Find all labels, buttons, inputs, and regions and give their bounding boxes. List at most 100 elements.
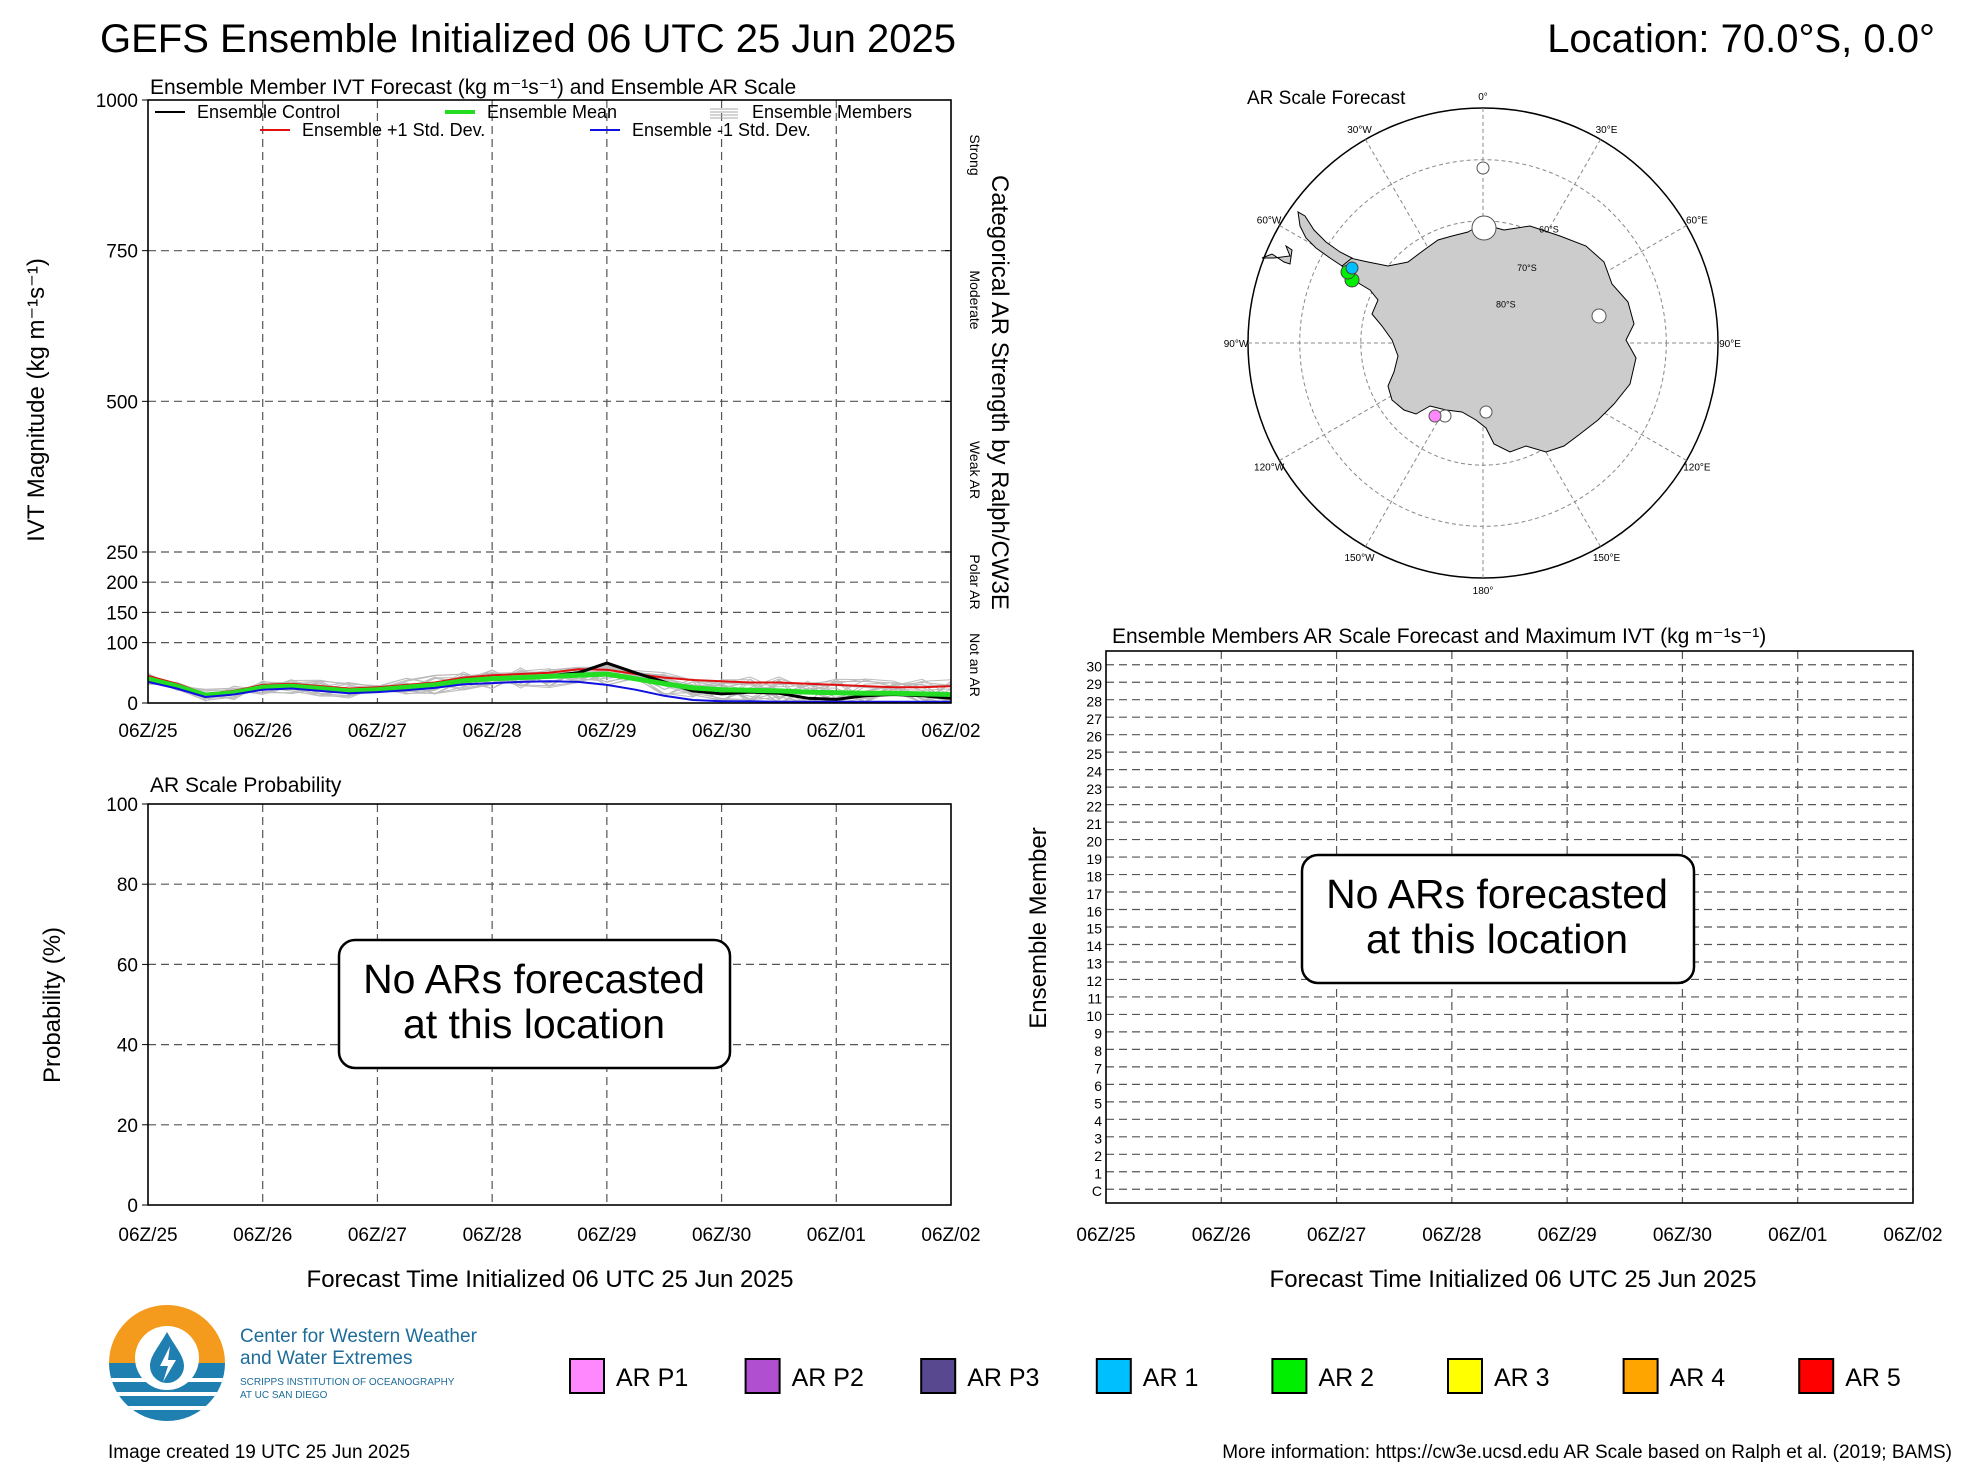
ivt-x-tick-label: 06Z/27 xyxy=(348,721,407,742)
longitude-label: 150°E xyxy=(1593,553,1621,564)
no-ar-message-line2: at this location xyxy=(1366,916,1628,962)
longitude-label: 60°E xyxy=(1686,216,1708,227)
longitude-label: 30°E xyxy=(1596,125,1618,136)
ivt-y-tick-label: 500 xyxy=(106,392,138,413)
org-name-line2: and Water Extremes xyxy=(240,1348,412,1369)
prob-y-tick-label: 100 xyxy=(106,795,138,816)
scale-label: AR 1 xyxy=(1143,1364,1199,1392)
figure-title: GEFS Ensemble Initialized 06 UTC 25 Jun … xyxy=(100,17,956,61)
member-label: 26 xyxy=(1086,728,1102,744)
scale-swatch xyxy=(1447,1358,1483,1394)
member-label: 24 xyxy=(1086,763,1102,779)
scale-label: AR 5 xyxy=(1845,1364,1901,1392)
map-latitude-labels: 60°S 70°S 80°S xyxy=(1496,225,1559,310)
member-label: 7 xyxy=(1094,1061,1102,1077)
longitude-label: 120°W xyxy=(1254,463,1285,474)
ivt-y-tick-label: 150 xyxy=(106,603,138,624)
prob-y-axis-label: Probability (%) xyxy=(39,927,66,1083)
member-label: 11 xyxy=(1087,991,1102,1007)
member-label: 23 xyxy=(1086,781,1102,797)
member-label: 15 xyxy=(1086,921,1102,937)
map-longitude-labels: 0° 30°E 60°E 90°E 120°E 150°E 180° 150°W 120°W 90… xyxy=(1224,92,1742,597)
member-label: 21 xyxy=(1086,816,1102,832)
ivt-y-axis-label: IVT Magnitude (kg m⁻¹s⁻¹) xyxy=(23,258,50,542)
ivt-legend: Ensemble Control Ensemble Mean Ensemble Me… xyxy=(155,102,912,140)
prob-plot-frame xyxy=(147,803,952,1206)
ivt-x-tick-label: 06Z/02 xyxy=(921,721,980,742)
location-label: Location: 70.0°S, 0.0° xyxy=(1547,17,1935,61)
member-label: 17 xyxy=(1086,886,1102,902)
longitude-label: 120°E xyxy=(1683,463,1711,474)
ivt-x-tick-label: 06Z/29 xyxy=(577,721,636,742)
no-ar-message-box xyxy=(1300,853,1696,985)
map-title: AR Scale Forecast xyxy=(1247,88,1406,109)
scale-swatch xyxy=(569,1358,605,1394)
scale-swatch xyxy=(1095,1358,1132,1394)
ar-category-label: Strong xyxy=(967,134,983,175)
member-label: 30 xyxy=(1086,658,1102,674)
member-label: 28 xyxy=(1086,693,1102,709)
scale-swatch xyxy=(920,1358,957,1394)
member-label: 18 xyxy=(1086,868,1102,884)
members-x-tick-label: 06Z/28 xyxy=(1422,1225,1481,1246)
prob-x-axis-label: Forecast Time Initialized 06 UTC 25 Jun … xyxy=(307,1266,794,1293)
ivt-y-tick-label: 1000 xyxy=(96,91,138,112)
no-ar-message-box xyxy=(337,938,732,1070)
prob-panel-title: AR Scale Probability xyxy=(150,774,342,797)
prob-y-tick-label: 0 xyxy=(127,1196,138,1217)
map-marker-ar-p1 xyxy=(1428,409,1442,423)
scale-swatch xyxy=(1798,1358,1835,1394)
cw3e-logo xyxy=(109,1305,225,1421)
member-label: 27 xyxy=(1086,711,1102,727)
ivt-right-axis-label: Categorical AR Strength by Ralph/CW3E xyxy=(986,175,1013,610)
prob-x-tick-label: 06Z/29 xyxy=(577,1225,636,1246)
legend-label: Ensemble Members xyxy=(752,102,912,122)
no-ar-message-line1: No ARs forecasted xyxy=(1326,871,1668,917)
ivt-panel-title: Ensemble Member IVT Forecast (kg m⁻¹s⁻¹)… xyxy=(150,76,796,99)
scale-label: AR 3 xyxy=(1494,1364,1550,1392)
series-line-ensemble-1-std-dev- xyxy=(147,680,951,703)
ivt-x-tick-label: 06Z/30 xyxy=(692,721,751,742)
legend-label: Ensemble +1 Std. Dev. xyxy=(302,120,485,140)
longitude-label: 90°W xyxy=(1224,339,1249,350)
antarctic-peninsula xyxy=(1297,211,1353,267)
legend-label: Ensemble -1 Std. Dev. xyxy=(632,120,811,140)
ivt-y-tick-label: 100 xyxy=(106,634,138,655)
member-label: 25 xyxy=(1086,746,1102,762)
ar-category-label: Moderate xyxy=(967,270,983,329)
map-marker-empty xyxy=(1479,405,1493,419)
ivt-x-tick-label: 06Z/26 xyxy=(233,721,292,742)
scale-label: AR P2 xyxy=(792,1364,864,1392)
scale-label: AR P3 xyxy=(967,1364,1039,1392)
scale-label: AR 2 xyxy=(1318,1364,1374,1392)
member-label: 5 xyxy=(1094,1096,1102,1112)
members-panel-title: Ensemble Members AR Scale Forecast and M… xyxy=(1112,625,1766,648)
prob-x-tick-label: 06Z/25 xyxy=(118,1225,177,1246)
ivt-x-ticks: 06Z/25 06Z/26 06Z/27 06Z/28 06Z/29 06Z/30 06Z/… xyxy=(118,721,980,742)
legend-label: Ensemble Mean xyxy=(487,102,617,122)
prob-x-tick-label: 06Z/02 xyxy=(921,1225,980,1246)
members-x-axis-label: Forecast Time Initialized 06 UTC 25 Jun … xyxy=(1270,1266,1757,1293)
prob-x-tick-label: 06Z/01 xyxy=(807,1225,866,1246)
latitude-label: 60°S xyxy=(1539,225,1559,235)
longitude-label: 180° xyxy=(1473,586,1494,597)
ivt-y-tick-label: 200 xyxy=(106,573,138,594)
member-label: C xyxy=(1092,1183,1102,1199)
scale-swatch xyxy=(744,1358,781,1394)
member-label: 3 xyxy=(1094,1131,1102,1147)
prob-y-tick-label: 20 xyxy=(117,1116,138,1137)
member-label: 29 xyxy=(1086,676,1102,692)
ensemble-members-panel: Ensemble Members AR Scale Forecast and M… xyxy=(1025,625,1943,1293)
scale-swatch xyxy=(1622,1358,1659,1394)
prob-y-ticks: 0 20 40 60 80 100 xyxy=(106,795,148,1217)
prob-x-tick-label: 06Z/28 xyxy=(463,1225,522,1246)
member-label: 10 xyxy=(1086,1008,1102,1024)
map-marker-empty xyxy=(1476,161,1490,175)
scale-label: AR P1 xyxy=(616,1364,688,1392)
longitude-label: 0° xyxy=(1478,92,1488,103)
south-america-tip xyxy=(1261,244,1293,265)
member-label: 16 xyxy=(1086,903,1102,919)
prob-x-tick-label: 06Z/26 xyxy=(233,1225,292,1246)
member-label: 20 xyxy=(1086,833,1102,849)
